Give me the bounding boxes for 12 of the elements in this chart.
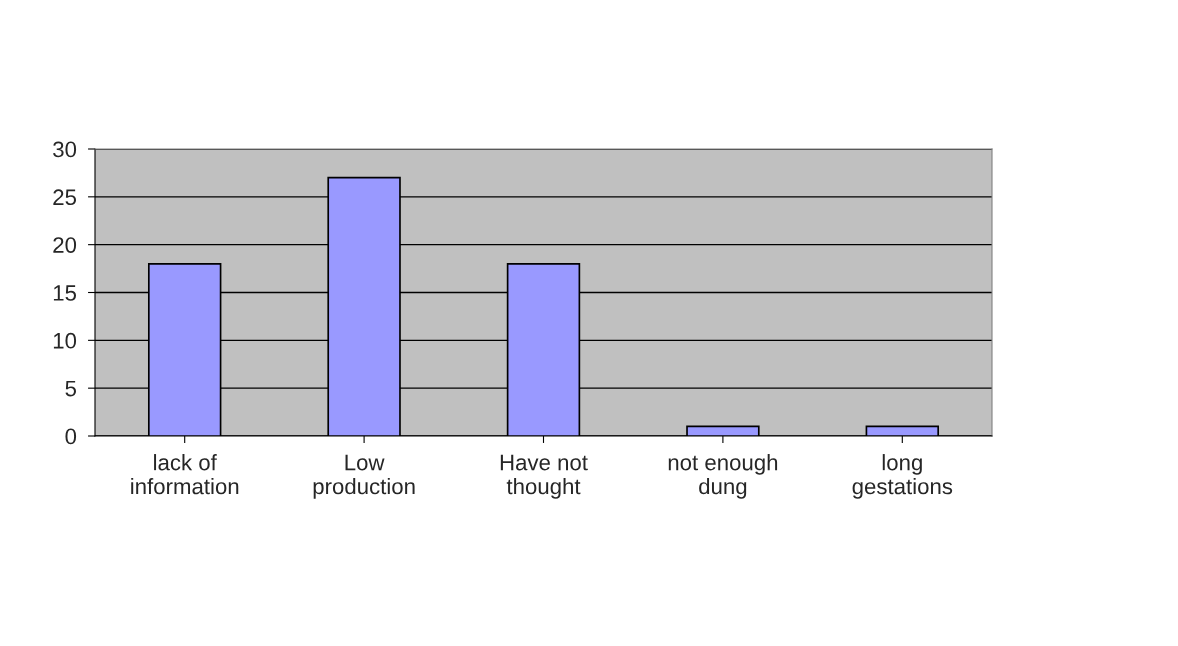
y-tick-label: 25 [53,189,77,206]
y-tick-label: 20 [53,237,77,253]
x-tick-label: Low production [313,454,415,499]
x-tick-label: not enough dung [668,454,778,499]
x-tick-label: Have not thought [500,454,588,499]
y-tick-label: 30 [53,141,77,158]
y-tick-label: 10 [53,332,77,349]
x-tick-label: lack of information [131,454,239,495]
y-tick-label: 15 [53,285,77,301]
y-tick-label: 5 [65,380,77,397]
x-tick-label: long gestations [852,454,953,499]
y-tick-label: 0 [65,428,77,445]
